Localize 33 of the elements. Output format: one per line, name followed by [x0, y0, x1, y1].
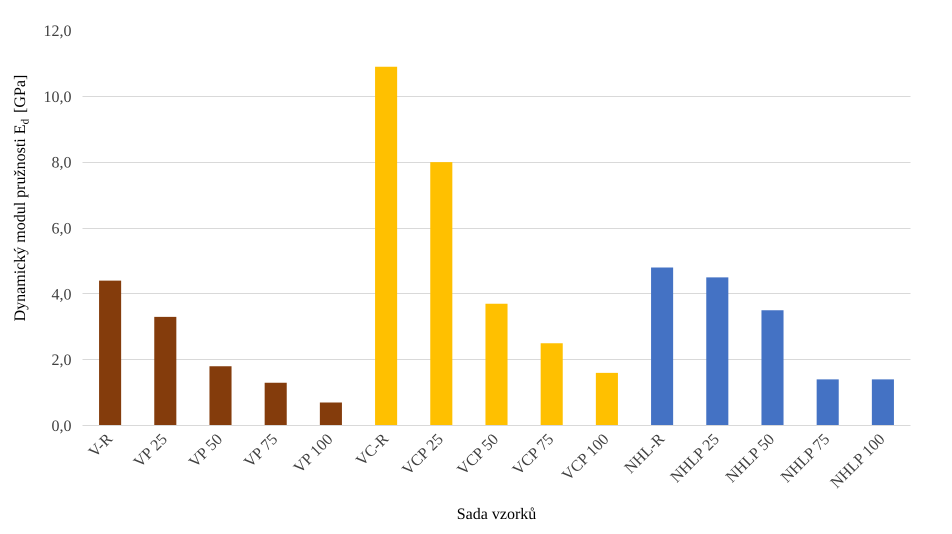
- y-tick-label: 6,0: [52, 220, 72, 238]
- bar: [540, 343, 563, 426]
- x-tick-label: VCP 75: [510, 430, 558, 479]
- bar: [375, 66, 398, 426]
- y-tick-label: 10,0: [44, 88, 72, 106]
- bar: [154, 316, 176, 426]
- bar: [596, 372, 618, 426]
- y-tick-label: 8,0: [52, 154, 72, 172]
- bar: [320, 402, 342, 426]
- x-tick-label: VCP 50: [454, 430, 502, 479]
- x-tick-label: VP 25: [130, 430, 171, 472]
- x-tick-label: V-R: [86, 430, 116, 461]
- bar: [209, 366, 232, 426]
- x-tick-label: VP 100: [290, 430, 336, 477]
- bar: [651, 268, 674, 426]
- y-tick-label: 4,0: [52, 286, 72, 304]
- x-tick-label: VP 75: [241, 430, 282, 472]
- bar: [430, 162, 452, 426]
- y-tick-label: 0,0: [52, 418, 72, 435]
- bar: [264, 382, 287, 426]
- y-tick-label: 2,0: [52, 352, 72, 370]
- bar: [761, 310, 784, 426]
- bar: [99, 280, 122, 426]
- bar: [816, 379, 839, 426]
- bar: [706, 277, 728, 426]
- y-axis-title: Dynamický modul pružnosti Ed [GPa]: [12, 74, 32, 322]
- y-tick-label: 12,0: [44, 23, 72, 40]
- x-tick-label: VCP 100: [559, 430, 612, 484]
- x-tick-label: VP 50: [186, 430, 226, 472]
- x-axis-title: Sada vzorků: [456, 506, 536, 523]
- bar: [872, 379, 894, 426]
- x-tick-label: VCP 25: [399, 430, 447, 479]
- bar: [485, 304, 508, 426]
